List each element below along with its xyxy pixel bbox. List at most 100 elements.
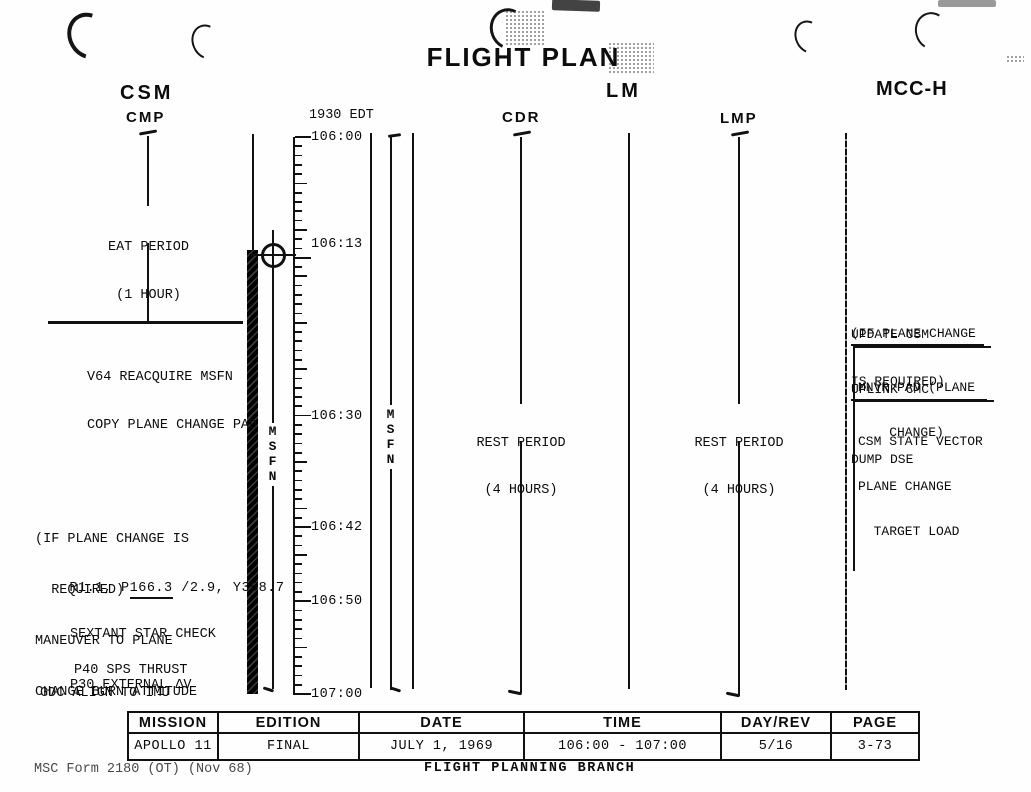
event-line: (1 HOUR): [116, 288, 181, 303]
eat-period-end-bar: [48, 321, 243, 324]
ruler-tick: [295, 656, 302, 658]
ruler-tick: [295, 516, 302, 519]
update-csm-label: UPDATE CSM: [851, 328, 984, 346]
attitude-suffix: /2.9, Y358.7: [172, 581, 285, 596]
ruler-tick: [295, 405, 302, 408]
gdc-event: GDC ALIGN TO IMU: [40, 686, 170, 701]
ruler-tick: [295, 275, 307, 278]
cmp-timeline-upper: [147, 136, 149, 206]
ruler-tick: [295, 414, 311, 417]
ruler-tick: [295, 136, 311, 138]
ruler-tick: [295, 628, 302, 630]
ruler-tick: [295, 340, 302, 343]
p40-event: P40 SPS THRUST: [74, 663, 188, 678]
ruler-tick: [295, 173, 302, 176]
ruler-tick: [295, 461, 307, 463]
attitude-values: R1.1, P166.3 /2.9, Y358.7: [35, 565, 284, 613]
event-line: MANEUVER TO PLANE: [35, 634, 173, 649]
ruler-tick: [295, 229, 307, 231]
event-line: (IF PLANE CHANGE IS: [35, 532, 189, 547]
ruler-tick: [295, 294, 302, 296]
time-label: 106:00: [311, 130, 363, 145]
table-header-cell: DAY/REV: [722, 713, 832, 734]
ruler-tick: [295, 423, 302, 426]
v64-event: V64 REACQUIRE MSFN COPY PLANE CHANGE PAD: [87, 338, 257, 466]
column-header-cmp: CMP: [126, 109, 166, 126]
scan-smudge: [551, 0, 601, 12]
event-line: MNVR PAD (PLANE: [858, 380, 976, 395]
msfn-bracket-right-upper: [390, 137, 392, 405]
uplink-cmc-label: UPLINK CMC: [851, 383, 987, 401]
msfn-letter: F: [268, 454, 277, 469]
column-line: [370, 133, 372, 688]
ruler-tick: [295, 618, 302, 621]
msfn-letter: F: [386, 437, 395, 452]
hole-punch-icon: [910, 8, 954, 54]
time-label: 106:42: [311, 519, 363, 535]
ruler-tick: [295, 553, 307, 556]
table-header-cell: EDITION: [219, 713, 360, 734]
dump-dse-event: DUMP DSE: [851, 452, 914, 467]
page-title: FLIGHT PLAN: [426, 42, 621, 72]
hole-punch-icon: [185, 19, 229, 65]
ruler-tick: [295, 609, 302, 612]
ruler-tick: [295, 488, 302, 491]
event-line: V64 REACQUIRE MSFN: [87, 370, 233, 385]
lmp-rest-period: REST PERIOD (4 HOURS): [685, 405, 793, 529]
hole-punch-icon: [58, 4, 120, 68]
scan-speckle: [608, 42, 654, 75]
cdr-timeline-upper: [520, 137, 522, 404]
event-line: CSM STATE VECTOR: [858, 434, 983, 449]
column-line: [628, 133, 630, 689]
ruler-tick: [295, 266, 302, 268]
ruler-tick: [295, 526, 311, 528]
table-header-cell: PAGE: [832, 713, 918, 734]
msfn-letter: N: [268, 469, 277, 484]
table-header-cell: DATE: [360, 713, 525, 734]
table-header-cell: MISSION: [129, 713, 219, 734]
msfn-letter: M: [268, 424, 277, 439]
ruler-tick: [295, 693, 311, 695]
msfn-bracket-left-lower: [272, 486, 274, 689]
ruler-tick: [295, 544, 302, 547]
msfn-letter: S: [268, 439, 277, 454]
msfn-letter: N: [386, 452, 395, 467]
ruler-tick: [295, 349, 302, 352]
ruler-tick: [295, 256, 311, 259]
column-line: [412, 133, 414, 689]
ruler-tick: [295, 359, 302, 361]
ruler-tick: [295, 451, 302, 454]
msfn-letter: S: [386, 422, 395, 437]
ruler-tick: [295, 581, 302, 584]
time-label: 106:50: [311, 594, 363, 610]
msfn-coverage-band: [247, 250, 258, 694]
ruler-tick: [295, 201, 302, 203]
column-header-mcch: MCC-H: [876, 78, 948, 100]
ruler-tick: [295, 238, 302, 240]
ruler-tick: [295, 535, 302, 538]
table-value-cell: 106:00 - 107:00: [525, 734, 722, 759]
ruler-tick: [295, 247, 302, 250]
summary-table-header-row: MISSION EDITION DATE TIME DAY/REV PAGE: [129, 713, 918, 734]
ruler-tick: [295, 321, 307, 324]
ruler-tick: [295, 312, 302, 315]
ruler-tick: [295, 479, 302, 482]
ruler-tick: [295, 572, 302, 575]
ruler-tick: [295, 145, 302, 148]
event-line: REQUIRED): [35, 583, 125, 598]
event-line: SEXTANT STAR CHECK: [70, 627, 216, 642]
table-value-cell: 3-73: [857, 739, 893, 754]
cmp-timeline-flag: [138, 129, 158, 136]
event-line: CHANGE BURN ATTITUDE: [35, 685, 198, 700]
lmp-timeline-flag: [730, 130, 750, 137]
uplink-box: CSM STATE VECTOR PLANE CHANGE TARGET LOA…: [853, 400, 994, 571]
ruler-tick: [295, 164, 302, 166]
ruler-tick: [295, 433, 302, 435]
ruler-tick: [295, 442, 302, 445]
ruler-tick: [295, 368, 307, 370]
ruler-tick: [295, 563, 302, 565]
attitude-underlined: 166.3: [129, 581, 173, 599]
